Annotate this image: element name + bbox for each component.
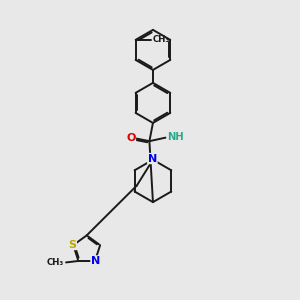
Text: N: N [148, 154, 157, 164]
Text: CH₃: CH₃ [46, 258, 64, 267]
Text: O: O [126, 133, 136, 142]
Text: CH₃: CH₃ [153, 35, 170, 44]
Text: N: N [91, 256, 100, 266]
Text: NH: NH [167, 132, 184, 142]
Text: S: S [68, 240, 76, 250]
